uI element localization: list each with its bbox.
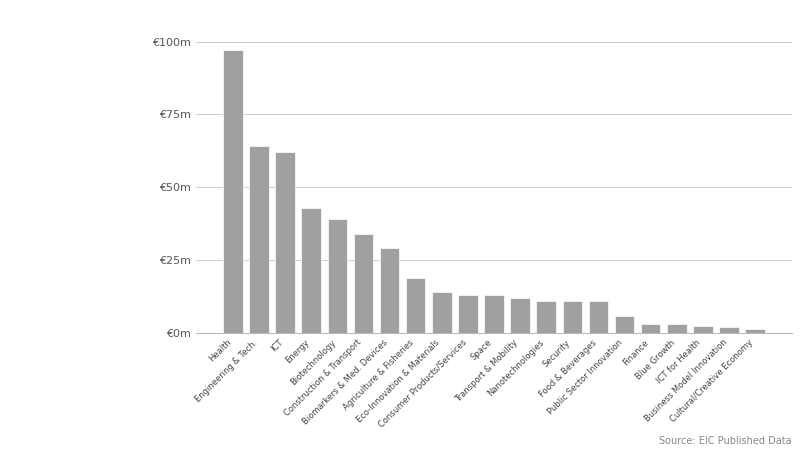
Bar — [614, 315, 634, 333]
Text: 2014-2020: 2014-2020 — [52, 128, 140, 143]
Text: *as of April 2023: *as of April 2023 — [55, 353, 137, 363]
Bar — [354, 234, 374, 333]
Bar — [223, 50, 242, 333]
Bar — [510, 298, 530, 333]
Bar — [641, 324, 661, 333]
Bar — [693, 326, 713, 333]
Bar — [275, 152, 295, 333]
Bar — [589, 301, 608, 333]
Text: & Benelux: & Benelux — [46, 92, 146, 110]
Bar — [327, 219, 347, 333]
Bar — [380, 248, 399, 333]
Bar — [562, 301, 582, 333]
Bar — [537, 301, 556, 333]
Text: Funding Awarded: Funding Awarded — [10, 20, 182, 38]
Bar — [432, 292, 451, 333]
Bar — [406, 278, 426, 333]
Bar — [484, 295, 504, 333]
Text: Source: EIC Published Data: Source: EIC Published Data — [659, 436, 792, 446]
Bar — [719, 327, 738, 333]
Bar — [746, 328, 765, 333]
Bar — [458, 295, 478, 333]
Text: Total Funding Awarded
to Companies Selected
in France & Benelux by
Topic (EU SME: Total Funding Awarded to Companies Selec… — [38, 180, 154, 276]
Text: to Firms in France: to Firms in France — [7, 56, 185, 74]
Bar — [667, 324, 686, 333]
Text: 🌿: 🌿 — [92, 403, 100, 416]
Bar — [302, 208, 321, 333]
Bar — [250, 147, 269, 333]
